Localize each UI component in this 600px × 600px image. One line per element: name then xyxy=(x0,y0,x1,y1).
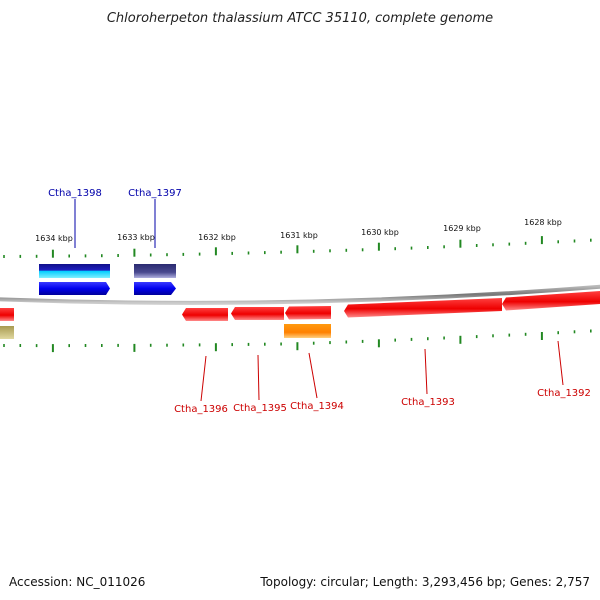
tick-label: 1634 kbp xyxy=(35,234,73,243)
genome-backbone xyxy=(0,284,600,305)
label-leader-line xyxy=(424,348,428,395)
tick-label: 1628 kbp xyxy=(524,218,562,227)
reverse-feature-bands xyxy=(0,324,331,339)
reverse-genes xyxy=(0,291,600,321)
gene-arrow[interactable] xyxy=(39,282,110,295)
gene-arrow[interactable] xyxy=(0,308,14,321)
tick-label: 1632 kbp xyxy=(198,233,236,242)
tick-label: 1630 kbp xyxy=(361,228,399,237)
tick-label: 1631 kbp xyxy=(280,231,318,240)
gene-label-ctha-1393[interactable]: Ctha_1393 xyxy=(401,397,455,408)
gene-label-ctha-1398[interactable]: Ctha_1398 xyxy=(48,188,102,199)
forward-gene-labels: Ctha_1398 Ctha_1397 xyxy=(48,188,182,248)
label-leader-line xyxy=(257,354,260,401)
gene-label-ctha-1392[interactable]: Ctha_1392 xyxy=(537,388,591,399)
label-leader-line xyxy=(200,355,207,402)
gene-arrow[interactable] xyxy=(231,307,284,320)
forward-genes xyxy=(39,282,176,295)
reverse-gene-labels: Ctha_1396 Ctha_1395 Ctha_1394 Ctha_1393 … xyxy=(174,340,591,415)
label-leader-line xyxy=(308,352,318,399)
accession-text: Accession: NC_011026 xyxy=(9,575,145,589)
feature-band xyxy=(39,264,110,278)
genome-summary-text: Topology: circular; Length: 3,293,456 bp… xyxy=(259,575,590,589)
forward-feature-bands xyxy=(39,264,176,278)
gene-label-ctha-1396[interactable]: Ctha_1396 xyxy=(174,404,228,415)
label-leader-line xyxy=(557,340,564,386)
gene-arrow[interactable] xyxy=(344,298,502,318)
gene-label-ctha-1394[interactable]: Ctha_1394 xyxy=(290,401,344,412)
gene-arrow[interactable] xyxy=(134,282,176,295)
tick-labels: 1634 kbp 1633 kbp 1632 kbp 1631 kbp 1630… xyxy=(35,218,562,243)
gene-arrow[interactable] xyxy=(502,291,600,311)
tick-label: 1629 kbp xyxy=(443,224,481,233)
feature-band xyxy=(134,264,176,278)
feature-band xyxy=(284,324,331,338)
gene-arrow[interactable] xyxy=(182,308,228,321)
tick-ring-outer xyxy=(3,236,592,258)
feature-band xyxy=(0,326,14,339)
gene-label-ctha-1397[interactable]: Ctha_1397 xyxy=(128,188,182,199)
tick-ring-inner xyxy=(3,329,592,353)
tick-label: 1633 kbp xyxy=(117,233,155,242)
map-title: Chloroherpeton thalassium ATCC 35110, co… xyxy=(107,11,493,26)
gene-label-ctha-1395[interactable]: Ctha_1395 xyxy=(233,403,287,414)
gene-arrow[interactable] xyxy=(285,306,331,320)
